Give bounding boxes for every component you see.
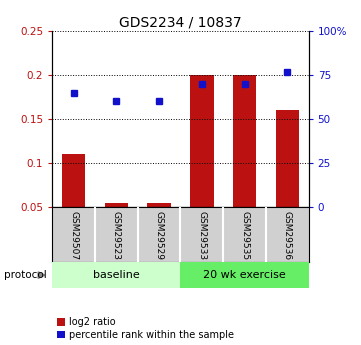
Text: GSM29529: GSM29529	[155, 211, 164, 260]
Text: 20 wk exercise: 20 wk exercise	[203, 270, 286, 280]
Text: GSM29523: GSM29523	[112, 211, 121, 260]
Bar	[105, 203, 128, 207]
Legend: log2 ratio, percentile rank within the sample: log2 ratio, percentile rank within the s…	[57, 317, 234, 340]
Text: baseline: baseline	[93, 270, 140, 280]
Title: GDS2234 / 10837: GDS2234 / 10837	[119, 16, 242, 30]
Bar	[62, 154, 86, 207]
Text: GSM29507: GSM29507	[69, 211, 78, 260]
Text: GSM29533: GSM29533	[197, 211, 206, 260]
Bar	[180, 262, 309, 288]
Bar	[147, 203, 171, 207]
Text: protocol: protocol	[4, 270, 46, 280]
Bar	[233, 75, 256, 207]
Bar	[190, 75, 214, 207]
Text: GSM29536: GSM29536	[283, 211, 292, 260]
Text: GSM29535: GSM29535	[240, 211, 249, 260]
Bar	[52, 262, 180, 288]
Bar	[275, 110, 299, 207]
